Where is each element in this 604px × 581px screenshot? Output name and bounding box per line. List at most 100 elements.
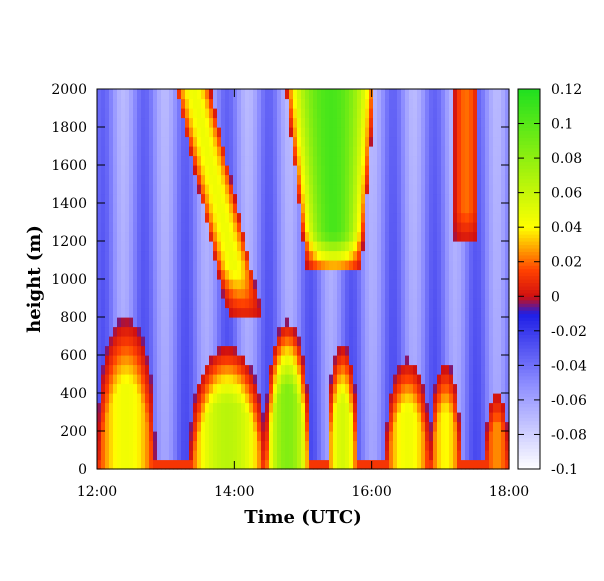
heatmap-cell xyxy=(125,307,130,318)
heatmap-cell xyxy=(113,165,118,176)
heatmap-cell xyxy=(317,108,322,119)
y-axis-title: height (m) xyxy=(24,225,45,333)
heatmap-cell xyxy=(201,402,206,413)
heatmap-cell xyxy=(101,260,106,271)
heatmap-cell xyxy=(357,212,362,223)
heatmap-cell xyxy=(273,317,278,328)
heatmap-cell xyxy=(333,364,338,375)
heatmap-cell xyxy=(249,288,254,299)
heatmap-cell xyxy=(345,269,350,280)
heatmap-cell xyxy=(121,269,126,280)
heatmap-cell xyxy=(133,412,138,423)
heatmap-cell xyxy=(209,193,214,204)
colorbar-swatch xyxy=(518,161,540,166)
heatmap-cell xyxy=(289,193,294,204)
heatmap-cell xyxy=(157,326,162,337)
heatmap-cell xyxy=(469,459,474,470)
heatmap-cell xyxy=(193,212,198,223)
heatmap-cell xyxy=(445,402,450,413)
heatmap-cell xyxy=(441,336,446,347)
heatmap-cell xyxy=(421,203,426,214)
heatmap-cell xyxy=(201,345,206,356)
heatmap-cell xyxy=(233,364,238,375)
heatmap-cell xyxy=(493,383,498,394)
heatmap-cell xyxy=(341,193,346,204)
heatmap-cell xyxy=(149,231,154,242)
heatmap-cell xyxy=(121,431,126,442)
heatmap-cell xyxy=(305,307,310,318)
heatmap-cell xyxy=(281,98,286,109)
heatmap-cell xyxy=(237,355,242,366)
heatmap-cell xyxy=(145,222,150,233)
heatmap-cell xyxy=(409,317,414,328)
heatmap-cell xyxy=(485,241,490,252)
heatmap-cell xyxy=(449,203,454,214)
heatmap-cell xyxy=(189,89,194,100)
heatmap-cell xyxy=(221,326,226,337)
heatmap-cell xyxy=(477,212,482,223)
heatmap-cell xyxy=(221,364,226,375)
heatmap-cell xyxy=(321,298,326,309)
heatmap-cell xyxy=(209,450,214,461)
heatmap-cell xyxy=(385,146,390,157)
heatmap-cell xyxy=(389,440,394,451)
heatmap-cell xyxy=(341,450,346,461)
heatmap-cell xyxy=(465,450,470,461)
heatmap-cell xyxy=(397,431,402,442)
heatmap-cell xyxy=(333,269,338,280)
heatmap-cell xyxy=(389,165,394,176)
colorbar-swatch xyxy=(518,199,540,204)
heatmap-cell xyxy=(361,174,366,185)
heatmap-cell xyxy=(437,155,442,166)
heatmap-cell xyxy=(349,146,354,157)
heatmap-cell xyxy=(253,231,258,242)
heatmap-cell xyxy=(409,431,414,442)
heatmap-cell xyxy=(401,298,406,309)
heatmap-cell xyxy=(185,165,190,176)
heatmap-cell xyxy=(497,241,502,252)
heatmap-cell xyxy=(253,412,258,423)
heatmap-cell xyxy=(185,174,190,185)
heatmap-cell xyxy=(225,165,230,176)
heatmap-cell xyxy=(277,241,282,252)
heatmap-cell xyxy=(477,345,482,356)
heatmap-cell xyxy=(325,165,330,176)
heatmap-cell xyxy=(221,250,226,261)
heatmap-cell xyxy=(373,155,378,166)
heatmap-cell xyxy=(265,450,270,461)
heatmap-cell xyxy=(261,193,266,204)
heatmap-cell xyxy=(353,117,358,128)
heatmap-cell xyxy=(249,146,254,157)
heatmap-cell xyxy=(173,326,178,337)
heatmap-cell xyxy=(173,440,178,451)
heatmap-cell xyxy=(225,345,230,356)
colorbar-swatch xyxy=(518,192,540,197)
heatmap-cell xyxy=(361,203,366,214)
heatmap-cell xyxy=(317,269,322,280)
heatmap-cell xyxy=(469,364,474,375)
heatmap-cell xyxy=(461,184,466,195)
heatmap-cell xyxy=(389,326,394,337)
heatmap-cell xyxy=(153,193,158,204)
heatmap-cell xyxy=(233,317,238,328)
heatmap-cell xyxy=(305,193,310,204)
heatmap-cell xyxy=(409,193,414,204)
heatmap-cell xyxy=(129,231,134,242)
heatmap-cell xyxy=(281,155,286,166)
heatmap-cell xyxy=(129,117,134,128)
heatmap-cell xyxy=(401,241,406,252)
heatmap-cell xyxy=(485,383,490,394)
heatmap-cell xyxy=(353,402,358,413)
heatmap-cell xyxy=(289,326,294,337)
colorbar-swatch xyxy=(518,330,540,335)
heatmap-cell xyxy=(465,127,470,138)
heatmap-cell xyxy=(453,98,458,109)
heatmap-cell xyxy=(393,117,398,128)
heatmap-cell xyxy=(117,345,122,356)
heatmap-cell xyxy=(333,298,338,309)
heatmap-cell xyxy=(325,146,330,157)
heatmap-cell xyxy=(101,241,106,252)
heatmap-cell xyxy=(181,336,186,347)
colorbar-swatch xyxy=(518,406,540,411)
heatmap-cell xyxy=(285,212,290,223)
